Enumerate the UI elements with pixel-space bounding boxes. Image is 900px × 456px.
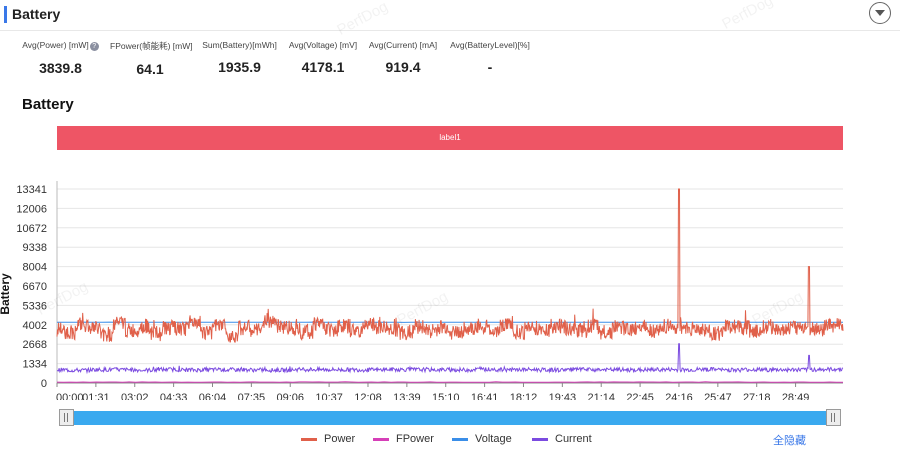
stat-avg-battery-level: Avg(BatteryLevel)[%] - [450,40,530,75]
zoom-slider-right-handle[interactable] [826,409,841,426]
panel-header: Battery [0,0,900,31]
y-tick-label: 12006 [16,203,47,215]
x-tick-label: 10:37 [315,392,343,400]
stat-value: 4178.1 [301,59,345,75]
x-tick-label: 24:16 [665,392,693,400]
help-icon[interactable]: ? [89,42,99,51]
y-axis-title: Battery [0,273,12,315]
stat-avg-voltage: Avg(Voltage) [mV] 4178.1 [288,40,358,75]
stat-value: - [487,59,493,75]
x-tick-label: 18:12 [510,392,538,400]
legend-swatch [532,438,548,441]
y-tick-label: 8004 [23,262,47,274]
x-tick-label: 19:43 [549,392,577,400]
x-tick-label: 12:08 [354,392,382,400]
y-tick-label: 9338 [23,242,47,254]
stat-label: Avg(BatteryLevel)[%] [450,40,530,50]
stat-value: 64.1 [136,61,164,77]
battery-chart[interactable]: 0 1334 2668 4002 5336 6670 8004 9338 10672 12006 1… [0,160,900,400]
stat-avg-current: Avg(Current) [mA] 919.4 [368,40,438,75]
zoom-slider-track[interactable] [66,411,832,425]
stats-summary: Avg(Power) [mW]? 3839.8 FPower(帧能耗) [mW]… [0,40,900,84]
x-tick-label: 06:04 [199,392,227,400]
x-tick-label: 09:06 [276,392,304,400]
x-tick-label: 13:39 [393,392,421,400]
stat-sum-battery: Sum(Battery)[mWh] 1935.9 [201,40,278,75]
x-tick-label: 07:35 [238,392,266,400]
y-tick-label: 0 [41,378,47,390]
legend-label: Current [555,433,592,445]
x-tick-label: 25:47 [704,392,732,400]
x-tick-label: 04:33 [160,392,188,400]
stat-value: 919.4 [385,59,421,75]
label-band[interactable]: label1 [57,126,843,150]
chevron-down-icon [875,10,885,16]
legend-swatch [452,438,468,441]
series-line-current [56,343,844,375]
x-tick-label: 00:00 [56,392,84,400]
stat-avg-power: Avg(Power) [mW]? 3839.8 [22,40,99,76]
x-tick-label: 28:49 [782,392,810,400]
stat-label: FPower(帧能耗) [mW] [110,41,193,51]
collapse-button[interactable] [869,2,891,24]
x-tick-label: 16:41 [471,392,499,400]
stat-value: 3839.8 [39,60,82,76]
series-line-power [56,188,844,343]
chart-legend: Power FPower Voltage Current [0,432,900,448]
zoom-slider-left-handle[interactable] [59,409,74,426]
title-accent-bar [4,6,7,23]
series-line-fpower [56,381,844,383]
legend-swatch [373,438,389,441]
legend-label: FPower [396,433,434,445]
legend-swatch [301,438,317,441]
x-tick-label: 22:45 [626,392,654,400]
stat-label: Avg(Voltage) [mV] [288,40,358,50]
y-tick-label: 2668 [23,339,47,351]
panel-title: Battery [12,6,61,22]
x-tick-label: 27:18 [743,392,771,400]
x-tick-label: 15:10 [432,392,460,400]
x-tick-label: 03:02 [121,392,149,400]
stat-label: Sum(Battery)[mWh] [202,40,277,50]
stat-label: Avg(Power) [mW] [22,40,89,50]
stat-value: 1935.9 [218,59,261,75]
hide-all-link[interactable]: 全隐藏 [773,435,806,447]
section-title: Battery [22,96,74,113]
y-tick-label: 1334 [23,359,47,371]
label-band-text: label1 [439,133,461,142]
stat-fpower: FPower(帧能耗) [mW] 64.1 [110,40,193,77]
legend-label: Voltage [475,433,512,445]
x-tick-label: 01:31 [82,392,110,400]
y-tick-label: 13341 [16,184,47,196]
legend-label: Power [324,433,356,445]
y-tick-label: 10672 [16,223,47,235]
stat-label: Avg(Current) [mA] [368,40,438,50]
y-tick-label: 4002 [23,320,47,332]
x-tick-label: 21:14 [587,392,615,400]
y-tick-label: 6670 [23,281,47,293]
y-tick-label: 5336 [23,300,47,312]
